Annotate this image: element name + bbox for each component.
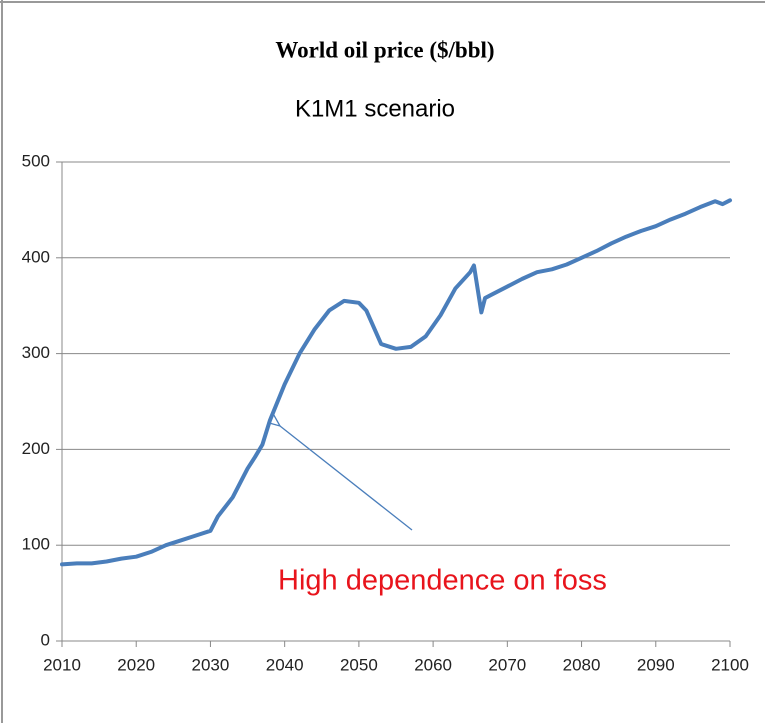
x-tick-label: 2040	[266, 655, 304, 674]
x-tick-label: 2080	[563, 655, 601, 674]
y-tick-label: 200	[22, 439, 50, 458]
x-tick-label: 2030	[192, 655, 230, 674]
y-tick-label: 100	[22, 535, 50, 554]
y-tick-label: 0	[41, 630, 50, 649]
x-tick-label: 2050	[340, 655, 378, 674]
annotation: High dependence on foss	[278, 565, 607, 597]
y-tick-label: 300	[22, 343, 50, 362]
x-tick-label: 2020	[117, 655, 155, 674]
x-tick-label: 2100	[711, 655, 749, 674]
plot-area: 0 100 200 300 400 500 2010 2020 2030 2040 2050 2060…	[22, 151, 749, 674]
x-tick-label: 2070	[488, 655, 526, 674]
chart-title: World oil price ($/bbl)	[275, 37, 494, 62]
y-tick-label: 500	[22, 151, 50, 170]
x-tick-label: 2060	[414, 655, 452, 674]
data-line	[60, 198, 732, 567]
chart-subtitle: K1M1 scenario	[295, 95, 455, 122]
annotation-arrow	[280, 426, 413, 531]
x-tick-label: 2090	[637, 655, 675, 674]
x-tick-label: 2010	[43, 655, 81, 674]
y-tick-label: 400	[22, 247, 50, 266]
